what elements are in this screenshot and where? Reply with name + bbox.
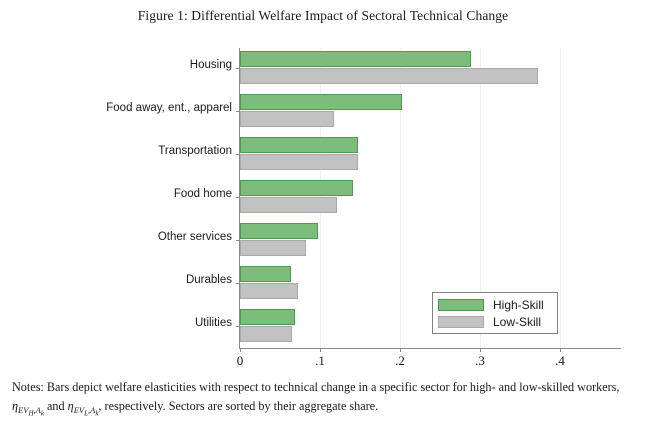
category-label: Other services bbox=[157, 230, 232, 243]
y-axis-spine bbox=[239, 48, 240, 348]
bar-low-skill bbox=[240, 68, 539, 85]
bar-group: Housing bbox=[190, 50, 620, 88]
eta-low-skill-symbol: ηEVL,Ak bbox=[67, 399, 99, 419]
bar-high-skill bbox=[240, 94, 403, 111]
figure-notes: Notes: Bars depict welfare elasticities … bbox=[12, 378, 636, 424]
bar-group: Other services bbox=[158, 222, 620, 260]
x-axis-spine bbox=[239, 348, 621, 349]
gridline bbox=[480, 48, 481, 348]
chart-legend: High-Skill Low-Skill bbox=[432, 292, 558, 334]
category-label: Transportation bbox=[158, 145, 232, 158]
legend-entry-low-skill: Low-Skill bbox=[438, 313, 552, 330]
bar-high-skill bbox=[240, 180, 353, 196]
bar-group: Durables bbox=[186, 265, 620, 303]
x-tick-label: 0 bbox=[236, 353, 244, 368]
x-tick-mark bbox=[240, 348, 241, 352]
y-tick-mark bbox=[236, 68, 240, 70]
y-tick-mark bbox=[236, 111, 240, 113]
legend-entry-high-skill: High-Skill bbox=[438, 296, 552, 313]
category-label: Utilities bbox=[194, 316, 232, 329]
x-tick-label: .4 bbox=[555, 353, 565, 368]
y-tick-mark bbox=[236, 325, 240, 327]
bar-low-skill bbox=[240, 197, 337, 213]
notes-conjunction: and bbox=[43, 399, 68, 413]
x-tick-label: .3 bbox=[475, 353, 485, 368]
gridline bbox=[400, 48, 401, 348]
x-tick-label: .2 bbox=[395, 353, 405, 368]
x-tick-label: .1 bbox=[315, 353, 325, 368]
eta-high-skill-symbol: ηEVH,Ak bbox=[12, 399, 44, 419]
bar-group: Food home bbox=[174, 179, 620, 217]
y-tick-mark bbox=[236, 282, 240, 284]
legend-swatch-low-skill bbox=[438, 315, 484, 328]
notes-line-2-suffix: , respectively. Sectors are sorted by th… bbox=[98, 399, 379, 413]
bar-high-skill bbox=[240, 137, 358, 154]
legend-label-low-skill: Low-Skill bbox=[493, 314, 542, 329]
x-tick-mark bbox=[480, 348, 481, 352]
y-tick-mark bbox=[236, 197, 240, 198]
notes-line-2-prefix: workers, bbox=[577, 380, 620, 394]
category-label: Food home bbox=[173, 188, 232, 200]
bar-low-skill bbox=[240, 282, 299, 299]
legend-swatch-high-skill bbox=[438, 298, 484, 311]
notes-line-1: Notes: Bars depict welfare elasticities … bbox=[12, 380, 575, 394]
bar-high-skill bbox=[240, 51, 472, 68]
chart-area: 0 .1 .2 .3 .4 Housing Food away, ent., appare… bbox=[0, 40, 646, 370]
bar-low-skill bbox=[240, 111, 335, 128]
y-tick-mark bbox=[236, 239, 240, 241]
x-tick-mark bbox=[320, 348, 321, 352]
x-tick-mark bbox=[560, 348, 561, 352]
bar-low-skill bbox=[240, 239, 307, 256]
figure-title: Figure 1: Differential Welfare Impact of… bbox=[137, 8, 509, 23]
bar-high-skill bbox=[240, 222, 319, 239]
bar-low-skill bbox=[240, 325, 292, 342]
bar-high-skill bbox=[240, 308, 296, 325]
x-tick-mark bbox=[400, 348, 401, 352]
y-tick-mark bbox=[236, 154, 240, 156]
category-label: Housing bbox=[189, 59, 232, 72]
category-label: Food away, ent., apparel bbox=[106, 102, 232, 115]
bar-group: Utilities bbox=[195, 308, 620, 346]
bar-group: Food away, ent., apparel bbox=[106, 93, 620, 131]
category-label: Durables bbox=[185, 273, 232, 286]
bar-group: Transportation bbox=[158, 136, 620, 174]
legend-label-high-skill: High-Skill bbox=[493, 297, 544, 312]
bar-low-skill bbox=[240, 154, 359, 171]
bar-high-skill bbox=[240, 265, 292, 282]
gridline bbox=[560, 48, 561, 348]
